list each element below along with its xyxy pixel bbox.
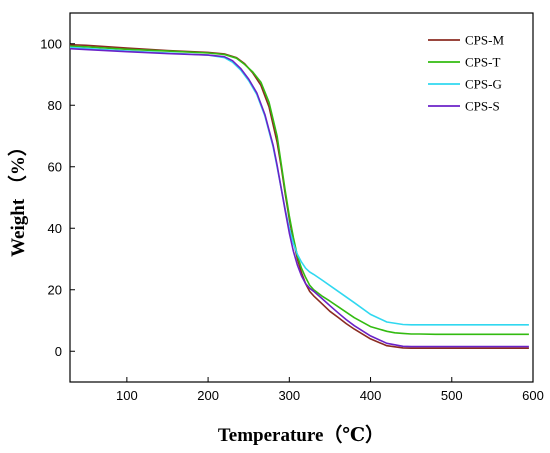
y-tick-label: 0 [55, 344, 62, 359]
y-axis-label: Weight （%） [6, 137, 29, 257]
legend-label: CPS-M [465, 33, 504, 48]
x-tick-label: 300 [278, 388, 300, 403]
series-line-cps-t [69, 45, 529, 336]
y-tick-label: 40 [48, 221, 62, 236]
legend-label: CPS-T [465, 55, 500, 70]
x-tick-label: 500 [441, 388, 463, 403]
legend-label: CPS-G [465, 77, 502, 92]
x-tick-label: 400 [360, 388, 382, 403]
tick-layer: 100 200 300 400 500 600 0 20 40 60 80 100 [40, 36, 544, 403]
x-tick-label: 100 [116, 388, 138, 403]
series-line-cps-m [69, 43, 529, 349]
x-tick-label: 200 [197, 388, 219, 403]
series-line-cps-g [69, 46, 529, 326]
y-tick-label: 100 [40, 36, 62, 51]
x-tick-label: 600 [522, 388, 544, 403]
y-tick-label: 20 [48, 282, 62, 297]
legend-label: CPS-S [465, 99, 500, 114]
series-layer [69, 43, 529, 349]
plot-frame [69, 12, 534, 383]
series-line-cps-s [69, 47, 529, 348]
y-tick-label: 80 [48, 98, 62, 113]
x-axis-label: Temperature（℃） [218, 423, 384, 446]
y-tick-label: 60 [48, 159, 62, 174]
legend: CPS-M CPS-T CPS-G CPS-S [428, 33, 504, 114]
